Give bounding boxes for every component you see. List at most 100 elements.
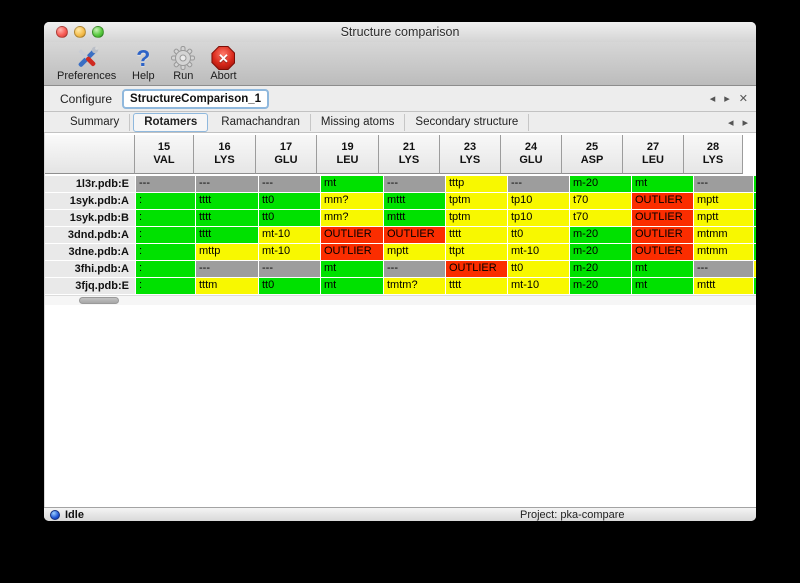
- column-header-17[interactable]: 17 GLU: [256, 135, 317, 174]
- tab-rotamers[interactable]: Rotamers: [133, 112, 209, 132]
- column-header-27[interactable]: 27 LEU: [623, 135, 684, 174]
- column-header-23[interactable]: 23 LYS: [440, 135, 501, 174]
- horizontal-scrollbar[interactable]: [45, 295, 756, 305]
- rotamer-cell[interactable]: mm?: [321, 193, 383, 209]
- rotamer-cell[interactable]: mt-10: [508, 244, 569, 260]
- rotamer-cell[interactable]: :: [136, 244, 195, 260]
- rotamer-cell[interactable]: mt-10: [508, 278, 569, 294]
- rotamer-cell[interactable]: tt0: [259, 210, 320, 226]
- rotamer-cell[interactable]: m-20: [570, 176, 631, 192]
- rotamer-cell[interactable]: mttt: [384, 210, 445, 226]
- rotamer-cell[interactable]: tttt: [196, 227, 258, 243]
- rotamer-cell[interactable]: :: [136, 278, 195, 294]
- column-header-25[interactable]: 25 ASP: [562, 135, 623, 174]
- rotamer-cell[interactable]: :: [136, 227, 195, 243]
- rotamer-cell[interactable]: tttt: [196, 210, 258, 226]
- rotamer-cell[interactable]: mtmm: [694, 244, 753, 260]
- close-report-icon[interactable]: ✕: [738, 93, 748, 105]
- rotamer-cell[interactable]: ---: [259, 261, 320, 277]
- column-header-19[interactable]: 19 LEU: [317, 135, 379, 174]
- nav-back-icon[interactable]: ◂: [709, 93, 716, 105]
- rotamer-cell[interactable]: tttm: [196, 278, 258, 294]
- row-header[interactable]: 1syk.pdb:B: [45, 210, 135, 226]
- row-header[interactable]: 3fhi.pdb:A: [45, 261, 135, 277]
- rotamer-cell[interactable]: ---: [694, 261, 753, 277]
- rotamer-cell[interactable]: ---: [694, 176, 753, 192]
- tabs-forward-icon[interactable]: ▸: [742, 116, 748, 129]
- rotamer-cell[interactable]: OUTLIER: [384, 227, 445, 243]
- tab-summary[interactable]: Summary: [60, 113, 131, 131]
- row-header[interactable]: 3dnd.pdb:A: [45, 227, 135, 243]
- rotamer-cell[interactable]: m-20: [570, 278, 631, 294]
- rotamer-cell[interactable]: :: [136, 193, 195, 209]
- rotamer-cell[interactable]: mptt: [384, 244, 445, 260]
- row-header[interactable]: 1l3r.pdb:E: [45, 176, 135, 192]
- column-header-15[interactable]: 15 VAL: [135, 135, 194, 174]
- rotamer-cell[interactable]: :: [136, 210, 195, 226]
- rotamer-cell[interactable]: mptt: [694, 210, 753, 226]
- rotamer-cell[interactable]: tttt: [196, 193, 258, 209]
- tab-ramachandran[interactable]: Ramachandran: [211, 113, 311, 131]
- title-bar[interactable]: Structure comparison: [44, 22, 756, 42]
- zoom-window-button[interactable]: [92, 26, 104, 38]
- rotamer-cell[interactable]: ---: [259, 176, 320, 192]
- rotamer-cell[interactable]: tmtm?: [384, 278, 445, 294]
- rotamer-cell[interactable]: m-20: [570, 227, 631, 243]
- rotamer-cell[interactable]: m-20: [570, 261, 631, 277]
- rotamer-cell[interactable]: tp10: [508, 210, 569, 226]
- rotamer-cell[interactable]: ---: [384, 176, 445, 192]
- preferences-button[interactable]: Preferences: [52, 44, 121, 83]
- scrollbar-thumb[interactable]: [79, 297, 119, 304]
- rotamer-cell[interactable]: OUTLIER: [632, 210, 693, 226]
- tab-secondary-structure[interactable]: Secondary structure: [405, 113, 530, 131]
- rotamer-cell[interactable]: tttt: [446, 227, 507, 243]
- rotamer-cell[interactable]: mt-10: [259, 244, 320, 260]
- rotamer-cell[interactable]: mptt: [694, 193, 753, 209]
- rotamer-cell[interactable]: ---: [136, 176, 195, 192]
- rotamer-cell[interactable]: tptm: [446, 193, 507, 209]
- configure-name-field[interactable]: StructureComparison_1: [122, 88, 270, 109]
- rotamer-cell[interactable]: t70: [570, 210, 631, 226]
- rotamer-cell[interactable]: tt0: [259, 193, 320, 209]
- rotamer-cell[interactable]: tttt: [446, 278, 507, 294]
- rotamer-cell[interactable]: OUTLIER: [632, 193, 693, 209]
- rotamer-cell[interactable]: t70: [570, 193, 631, 209]
- help-button[interactable]: ? Help: [125, 44, 161, 83]
- column-header-28[interactable]: 28 LYS: [684, 135, 743, 174]
- rotamer-cell[interactable]: ---: [508, 176, 569, 192]
- rotamer-cell[interactable]: tptm: [446, 210, 507, 226]
- rotamer-cell[interactable]: tt0: [508, 227, 569, 243]
- rotamer-cell[interactable]: mttp: [196, 244, 258, 260]
- tabs-back-icon[interactable]: ◂: [727, 116, 734, 129]
- rotamer-cell[interactable]: OUTLIER: [446, 261, 507, 277]
- rotamer-cell[interactable]: mt: [321, 278, 383, 294]
- rotamer-cell[interactable]: ---: [384, 261, 445, 277]
- rotamer-cell[interactable]: mttt: [694, 278, 753, 294]
- rotamer-cell[interactable]: mt: [632, 278, 693, 294]
- rotamer-cell[interactable]: tp10: [508, 193, 569, 209]
- rotamer-cell[interactable]: OUTLIER: [632, 244, 693, 260]
- rotamer-cell[interactable]: mm?: [321, 210, 383, 226]
- rotamer-cell[interactable]: m-20: [570, 244, 631, 260]
- rotamer-cell[interactable]: ---: [196, 176, 258, 192]
- minimize-window-button[interactable]: [74, 26, 86, 38]
- rotamer-cell[interactable]: mtmm: [694, 227, 753, 243]
- rotamer-cell[interactable]: mt-10: [259, 227, 320, 243]
- column-header-24[interactable]: 24 GLU: [501, 135, 562, 174]
- rotamer-cell[interactable]: OUTLIER: [321, 244, 383, 260]
- column-header-21[interactable]: 21 LYS: [379, 135, 440, 174]
- abort-button[interactable]: ✕ Abort: [205, 44, 241, 83]
- row-header[interactable]: 3fjq.pdb:E: [45, 278, 135, 294]
- row-header[interactable]: 3dne.pdb:A: [45, 244, 135, 260]
- run-button[interactable]: Run: [165, 44, 201, 83]
- rotamer-cell[interactable]: tt0: [508, 261, 569, 277]
- column-header-16[interactable]: 16 LYS: [194, 135, 256, 174]
- nav-forward-icon[interactable]: ▸: [724, 93, 730, 105]
- rotamer-cell[interactable]: mt: [632, 261, 693, 277]
- rotamer-cell[interactable]: ttpt: [446, 244, 507, 260]
- rotamer-cell[interactable]: mt: [321, 261, 383, 277]
- rotamer-cell[interactable]: OUTLIER: [632, 227, 693, 243]
- rotamer-cell[interactable]: mt: [632, 176, 693, 192]
- close-window-button[interactable]: [56, 26, 68, 38]
- rotamer-cell[interactable]: tt0: [259, 278, 320, 294]
